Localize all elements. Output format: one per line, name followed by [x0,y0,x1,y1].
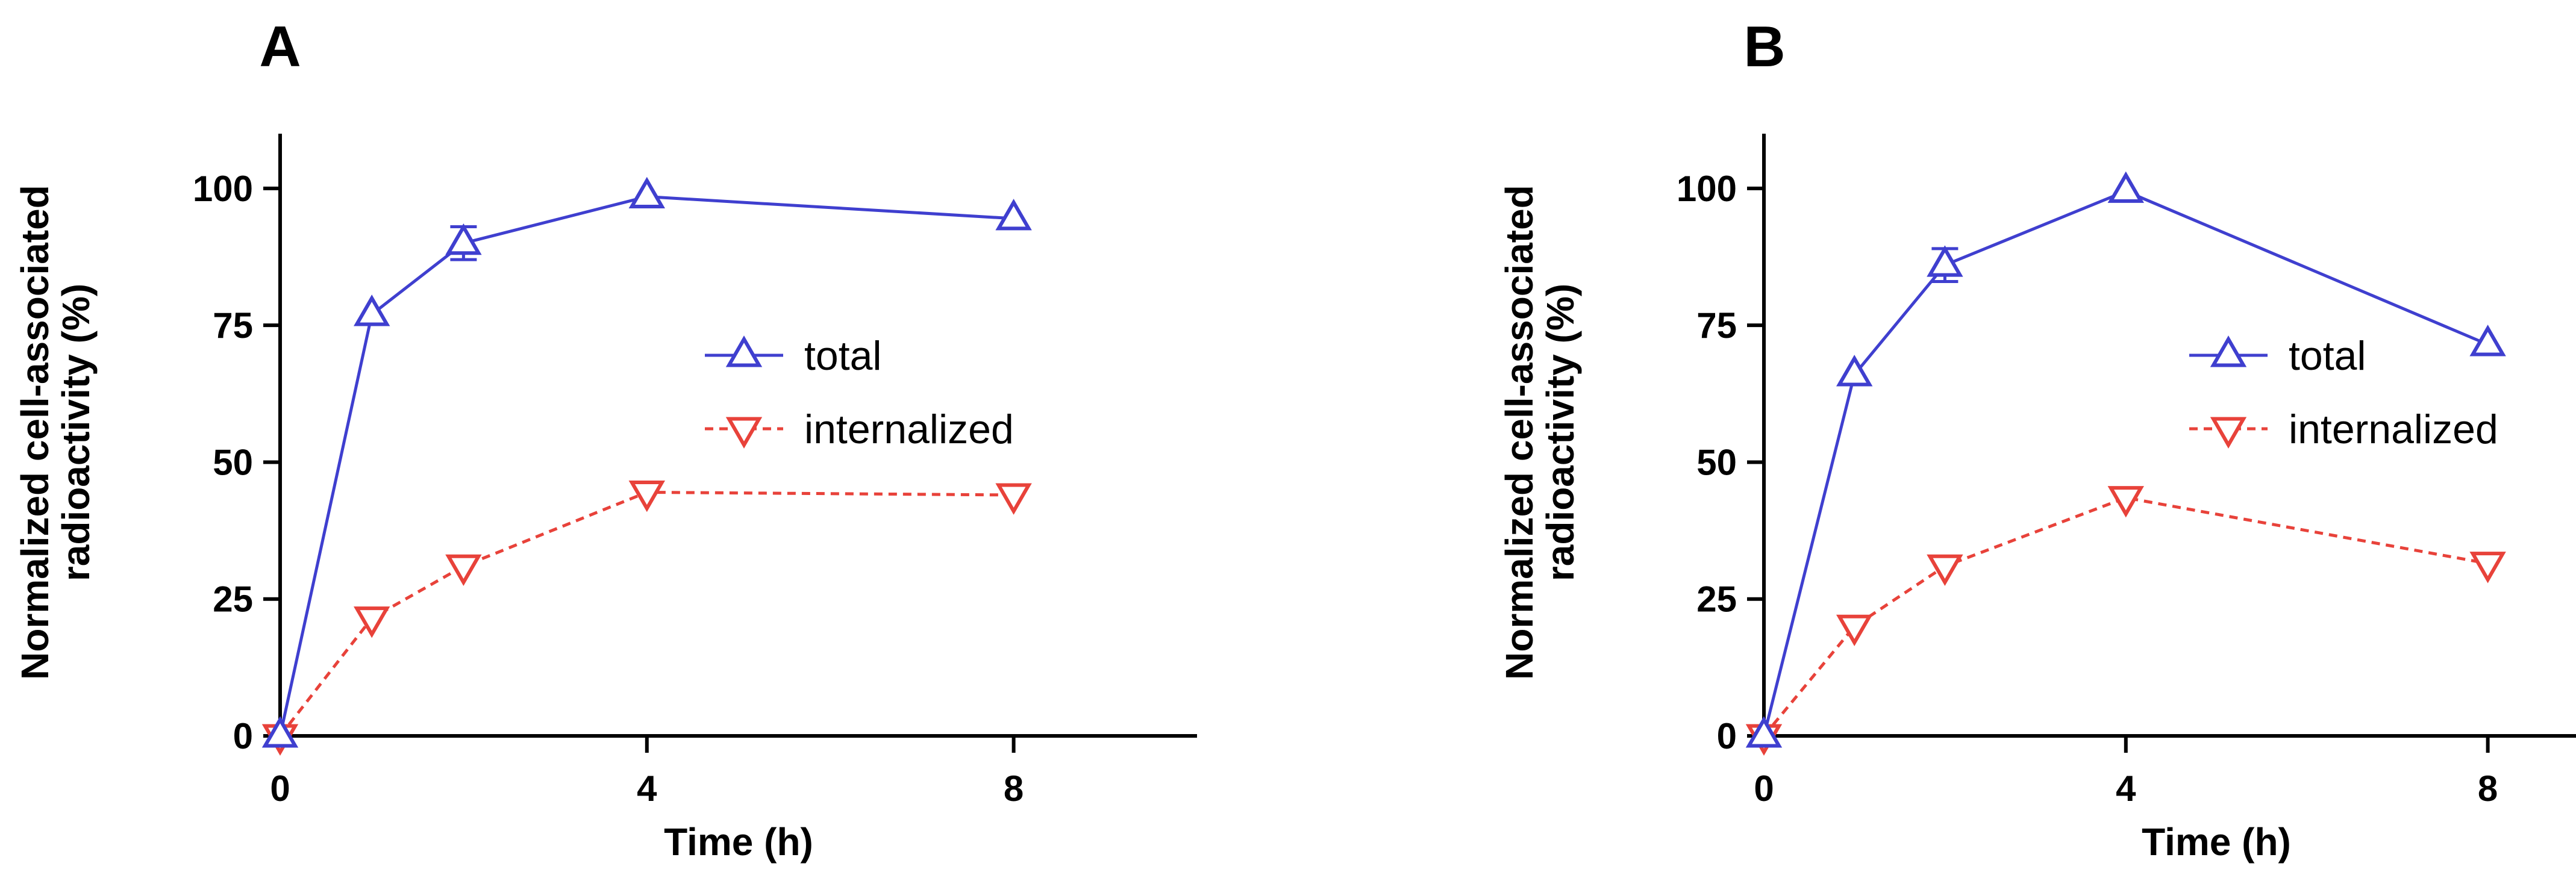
y-tick-label: 75 [1696,305,1737,346]
y-tick-label: 50 [213,442,253,482]
data-point-total [1927,245,1963,277]
y-tick-label: 75 [213,305,253,346]
x-tick-label: 0 [1754,768,1774,809]
panel-label: A [259,14,301,79]
y-axis-title-line-2: radioactivity (%) [54,284,98,581]
data-point-internalized [1927,554,1963,587]
legend-label-internalized: internalized [2289,406,2498,452]
data-point-internalized [2107,486,2144,518]
x-tick-label: 8 [1004,768,1024,809]
data-point-internalized [354,606,390,638]
series-line-internalized [1763,496,2489,737]
data-point-total [2469,325,2506,357]
data-point-internalized [2469,552,2506,584]
panel-label: B [1743,14,1785,79]
series-line-total [1762,189,2489,736]
data-point-total [1836,355,1873,387]
data-point-internalized [1836,614,1873,647]
data-point-total [1745,716,1783,748]
data-point-total [2107,171,2144,203]
y-tick-label: 100 [193,169,253,209]
y-axis-title-line-2: radioactivity (%) [1539,284,1582,581]
legend-label-internalized: internalized [804,406,1014,452]
data-point-total [445,223,482,255]
x-tick-label: 0 [270,768,290,809]
legend-marker-total [2210,335,2247,367]
legend-label-total: total [804,333,882,379]
series-line-total [278,195,1014,736]
data-point-total [261,716,299,748]
legend-label-total: total [2289,333,2366,379]
x-tick-label: 4 [2116,768,2136,809]
x-axis-title: Time (h) [664,820,813,864]
data-point-internalized [628,481,665,512]
data-point-total [628,176,665,208]
panel-b: B 0 25 50 75 100 0 4 8 Time (h) Normalized cell-as… [1498,14,2576,864]
y-tick-label: 0 [233,716,253,756]
panel-a: A 0 25 50 75 100 0 4 8 Time (h) Normalized cell-as… [13,14,1197,864]
legend-marker-internalized [725,417,763,449]
x-tick-label: 4 [637,768,657,809]
legend-marker-internalized [2210,417,2247,449]
series-line-internalized [279,490,1014,737]
y-tick-label: 25 [1696,579,1737,620]
data-point-internalized [445,554,482,587]
legend-marker-total [725,335,763,367]
y-tick-label: 25 [213,579,253,620]
data-point-internalized [995,483,1032,515]
y-axis-title-line-1: Normalized cell-associated [1498,185,1541,680]
data-point-total [354,294,390,326]
y-tick-label: 0 [1717,716,1737,756]
x-axis-title: Time (h) [2142,820,2291,864]
y-axis-title-line-1: Normalized cell-associated [13,185,57,680]
y-tick-label: 50 [1696,442,1737,482]
data-point-total [995,199,1032,231]
x-tick-label: 8 [2478,768,2498,809]
y-tick-label: 100 [1677,169,1737,209]
